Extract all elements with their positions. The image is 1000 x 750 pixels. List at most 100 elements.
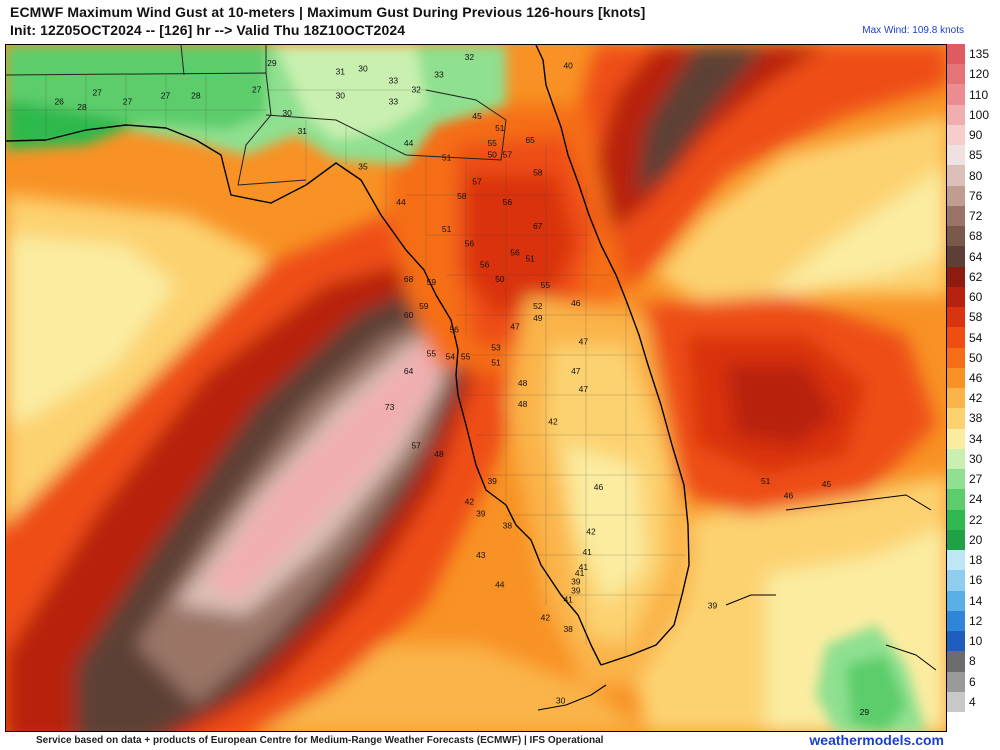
gust-value-label: 38 — [503, 520, 513, 530]
gust-value-label: 47 — [579, 384, 589, 394]
legend-swatch-110 — [947, 84, 965, 106]
gust-value-label: 45 — [822, 479, 832, 489]
gust-value-label: 48 — [434, 449, 444, 459]
gust-value-label: 52 — [533, 301, 543, 311]
legend-label-22: 22 — [969, 512, 983, 527]
legend-swatch-135 — [947, 44, 965, 65]
coastlines — [6, 45, 937, 711]
map-canvas: 27 26 28 27 27 28 29 27 30 31 30 31 30 33 33 32 33 32 40 45… — [6, 45, 946, 731]
cuba-shading — [816, 625, 926, 731]
legend-swatch-6 — [947, 671, 965, 693]
gust-value-label: 41 — [575, 568, 585, 578]
legend-label-85: 85 — [969, 148, 983, 163]
gust-value-label: 27 — [252, 84, 262, 94]
gust-value-label: 57 — [411, 440, 421, 450]
gust-value-label: 56 — [465, 239, 475, 249]
gust-value-label: 28 — [191, 90, 201, 100]
gust-value-label: 64 — [404, 366, 414, 376]
legend-label-80: 80 — [969, 168, 983, 183]
gust-value-label: 51 — [491, 357, 501, 367]
legend-label-50: 50 — [969, 350, 983, 365]
gust-value-label: 51 — [495, 123, 505, 133]
legend-swatch-12 — [947, 610, 965, 632]
legend-label-8: 8 — [969, 654, 976, 669]
legend-label-62: 62 — [969, 269, 983, 284]
legend-swatch-80 — [947, 165, 965, 187]
legend-label-120: 120 — [969, 67, 990, 82]
gust-value-label: 58 — [457, 191, 467, 201]
gust-value-label: 44 — [404, 138, 414, 148]
gust-value-label: 28 — [77, 102, 87, 112]
gust-value-label: 50 — [487, 150, 497, 160]
legend-swatch-16 — [947, 570, 965, 592]
gust-value-label: 51 — [761, 476, 771, 486]
gust-value-label: 40 — [563, 61, 573, 71]
gust-value-label: 54 — [446, 351, 456, 361]
gust-value-label: 41 — [582, 547, 592, 557]
gust-value-label: 39 — [571, 577, 581, 587]
legend-label-76: 76 — [969, 188, 983, 203]
legend-swatch-27 — [947, 469, 965, 490]
gust-value-label: 53 — [491, 342, 501, 352]
gust-value-label: 68 — [404, 274, 414, 284]
gust-value-label: 47 — [510, 322, 520, 332]
gust-value-label: 44 — [396, 197, 406, 207]
legend-label-4: 4 — [969, 694, 976, 709]
max-wind-label: Max Wind: 109.8 knots — [862, 25, 964, 36]
gust-value-label: 30 — [556, 695, 566, 705]
gust-value-label: 48 — [518, 378, 528, 388]
legend-swatch-120 — [947, 64, 965, 85]
legend-label-12: 12 — [969, 613, 983, 628]
gust-value-label: 30 — [336, 90, 346, 100]
gust-value-label: 27 — [161, 90, 171, 100]
gust-value-label: 46 — [784, 491, 794, 501]
legend-label-135: 135 — [969, 47, 990, 62]
gust-value-label: 50 — [495, 274, 505, 284]
gust-value-label: 33 — [389, 76, 399, 86]
legend-swatch-72 — [947, 205, 965, 227]
legend-swatch-8 — [947, 651, 965, 672]
gust-value-label: 56 — [449, 325, 459, 335]
legend-label-68: 68 — [969, 229, 983, 244]
gust-value-label: 47 — [579, 337, 589, 347]
county-lines — [6, 75, 688, 655]
southeast-land-shading — [6, 45, 506, 165]
legend-label-42: 42 — [969, 391, 983, 406]
gust-value-label: 56 — [480, 259, 490, 269]
gust-value-label: 46 — [594, 482, 604, 492]
init-valid-line: Init: 12Z05OCT2024 -- [126] hr --> Valid… — [10, 22, 406, 38]
gust-value-label: 42 — [465, 497, 475, 507]
gust-value-labels: 27 26 28 27 27 28 29 27 30 31 30 31 30 33 33 32 33 32 40 45… — [54, 52, 869, 717]
legend-label-54: 54 — [969, 330, 983, 345]
legend-swatch-54 — [947, 327, 965, 349]
legend-swatch-90 — [947, 124, 965, 146]
color-legend — [947, 44, 965, 713]
legend-swatch-34 — [947, 428, 965, 450]
gust-value-label: 42 — [586, 526, 596, 536]
legend-swatch-38 — [947, 408, 965, 430]
legend-swatch-20 — [947, 529, 965, 551]
legend-swatch-4 — [947, 691, 965, 713]
gust-value-label: 59 — [419, 301, 429, 311]
legend-label-24: 24 — [969, 492, 983, 507]
legend-swatch-76 — [947, 185, 965, 207]
gust-value-label: 55 — [541, 280, 551, 290]
legend-swatch-64 — [947, 246, 965, 268]
gust-value-label: 29 — [860, 707, 870, 717]
legend-label-20: 20 — [969, 532, 983, 547]
gust-value-label: 45 — [472, 111, 482, 121]
gust-shading — [6, 45, 946, 731]
legend-label-110: 110 — [969, 87, 989, 102]
legend-label-34: 34 — [969, 431, 983, 446]
gust-value-label: 43 — [476, 550, 486, 560]
gust-value-label: 32 — [411, 84, 421, 94]
gust-value-label: 32 — [465, 52, 475, 62]
gust-value-label: 29 — [267, 58, 277, 68]
gust-value-label: 55 — [427, 348, 437, 358]
legend-swatch-68 — [947, 226, 965, 247]
legend-swatch-62 — [947, 266, 965, 288]
legend-label-100: 100 — [969, 107, 990, 122]
gust-value-label: 65 — [525, 135, 535, 145]
brand-link[interactable]: weathermodels.com — [809, 732, 944, 748]
gust-value-label: 39 — [476, 509, 486, 519]
